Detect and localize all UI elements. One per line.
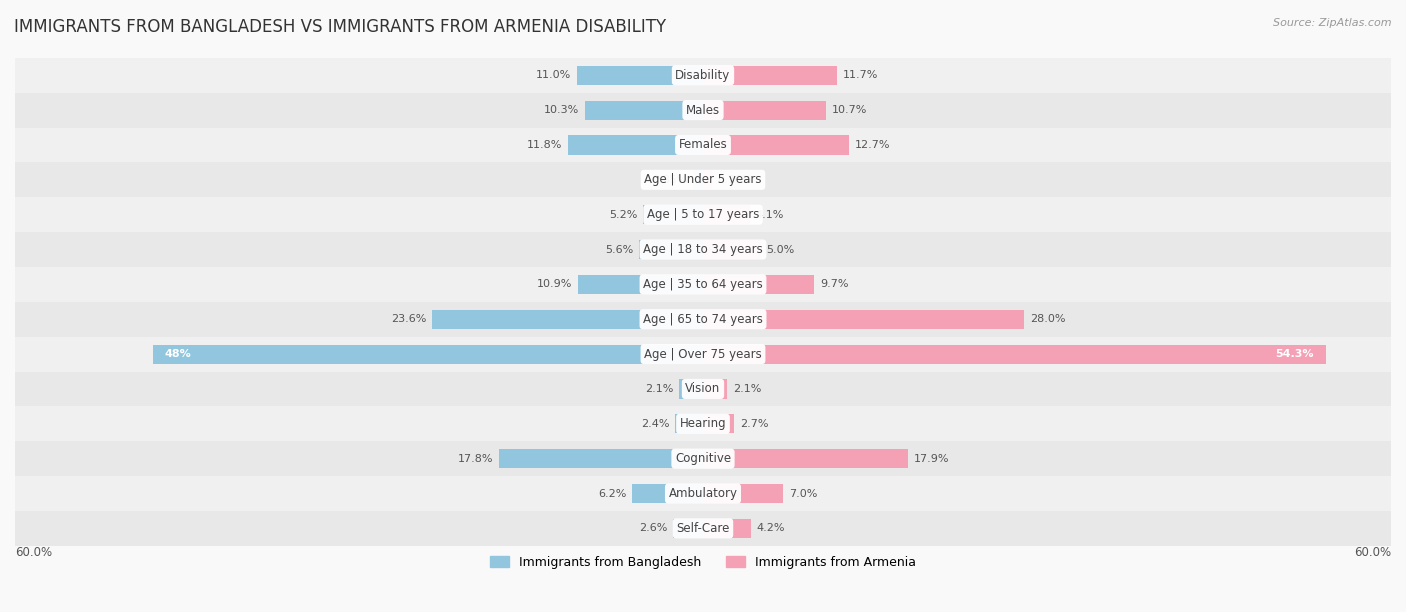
Text: Males: Males — [686, 103, 720, 117]
Bar — [703, 379, 727, 398]
Text: 2.1%: 2.1% — [645, 384, 673, 394]
Bar — [15, 476, 1391, 511]
Bar — [433, 310, 703, 329]
Text: 10.3%: 10.3% — [544, 105, 579, 115]
Bar — [578, 275, 703, 294]
Bar — [15, 337, 1391, 371]
Text: IMMIGRANTS FROM BANGLADESH VS IMMIGRANTS FROM ARMENIA DISABILITY: IMMIGRANTS FROM BANGLADESH VS IMMIGRANTS… — [14, 18, 666, 36]
Text: 11.7%: 11.7% — [842, 70, 879, 80]
Text: 28.0%: 28.0% — [1029, 314, 1066, 324]
Text: 10.9%: 10.9% — [537, 280, 572, 289]
Text: Age | Over 75 years: Age | Over 75 years — [644, 348, 762, 360]
Bar — [15, 127, 1391, 162]
Text: 7.0%: 7.0% — [789, 488, 817, 499]
Bar — [703, 100, 825, 120]
Text: Disability: Disability — [675, 69, 731, 82]
Text: Age | 65 to 74 years: Age | 65 to 74 years — [643, 313, 763, 326]
Text: Source: ZipAtlas.com: Source: ZipAtlas.com — [1274, 18, 1392, 28]
Bar — [703, 170, 711, 189]
Bar — [703, 310, 1024, 329]
Text: 17.9%: 17.9% — [914, 453, 949, 464]
Text: Age | Under 5 years: Age | Under 5 years — [644, 173, 762, 186]
Text: 5.0%: 5.0% — [766, 245, 794, 255]
Text: 54.3%: 54.3% — [1275, 349, 1315, 359]
Text: 10.7%: 10.7% — [831, 105, 868, 115]
Text: 48%: 48% — [165, 349, 191, 359]
Bar — [703, 519, 751, 538]
Legend: Immigrants from Bangladesh, Immigrants from Armenia: Immigrants from Bangladesh, Immigrants f… — [485, 551, 921, 573]
Text: Hearing: Hearing — [679, 417, 727, 430]
Bar — [585, 100, 703, 120]
Bar — [693, 170, 703, 189]
Bar — [15, 162, 1391, 197]
Bar — [673, 519, 703, 538]
Bar — [675, 414, 703, 433]
Bar — [15, 92, 1391, 127]
Bar — [703, 414, 734, 433]
Bar — [499, 449, 703, 468]
Text: 4.1%: 4.1% — [756, 210, 785, 220]
Text: Ambulatory: Ambulatory — [668, 487, 738, 500]
Bar — [15, 197, 1391, 232]
Text: 11.0%: 11.0% — [536, 70, 571, 80]
Bar — [15, 371, 1391, 406]
Bar — [15, 406, 1391, 441]
Text: 23.6%: 23.6% — [391, 314, 426, 324]
Bar — [703, 484, 783, 503]
Bar — [15, 232, 1391, 267]
Bar — [568, 135, 703, 155]
Text: Females: Females — [679, 138, 727, 152]
Text: 9.7%: 9.7% — [820, 280, 848, 289]
Text: 2.4%: 2.4% — [641, 419, 669, 429]
Text: Self-Care: Self-Care — [676, 522, 730, 535]
Bar — [703, 205, 749, 224]
Text: 4.2%: 4.2% — [756, 523, 786, 533]
Text: Age | 18 to 34 years: Age | 18 to 34 years — [643, 243, 763, 256]
Bar — [15, 441, 1391, 476]
Text: Vision: Vision — [685, 382, 721, 395]
Text: 2.6%: 2.6% — [640, 523, 668, 533]
Bar — [576, 65, 703, 85]
Bar — [703, 449, 908, 468]
Bar — [631, 484, 703, 503]
Text: 60.0%: 60.0% — [15, 546, 52, 559]
Bar — [644, 205, 703, 224]
Text: Age | 35 to 64 years: Age | 35 to 64 years — [643, 278, 763, 291]
Text: Age | 5 to 17 years: Age | 5 to 17 years — [647, 208, 759, 221]
Text: 11.8%: 11.8% — [527, 140, 562, 150]
Bar — [15, 511, 1391, 546]
Bar — [15, 267, 1391, 302]
Text: 0.85%: 0.85% — [652, 175, 688, 185]
Text: 5.6%: 5.6% — [605, 245, 633, 255]
Text: 5.2%: 5.2% — [609, 210, 638, 220]
Text: 6.2%: 6.2% — [598, 488, 626, 499]
Text: Cognitive: Cognitive — [675, 452, 731, 465]
Text: 0.76%: 0.76% — [717, 175, 752, 185]
Bar — [679, 379, 703, 398]
Text: 12.7%: 12.7% — [855, 140, 890, 150]
Bar — [703, 240, 761, 259]
Bar — [15, 302, 1391, 337]
Bar — [703, 275, 814, 294]
Bar — [153, 345, 703, 364]
Bar — [703, 135, 849, 155]
Bar — [638, 240, 703, 259]
Text: 17.8%: 17.8% — [458, 453, 494, 464]
Text: 2.7%: 2.7% — [740, 419, 768, 429]
Bar — [703, 65, 837, 85]
Text: 60.0%: 60.0% — [1354, 546, 1391, 559]
Bar — [15, 58, 1391, 92]
Text: 2.1%: 2.1% — [733, 384, 761, 394]
Bar — [703, 345, 1326, 364]
